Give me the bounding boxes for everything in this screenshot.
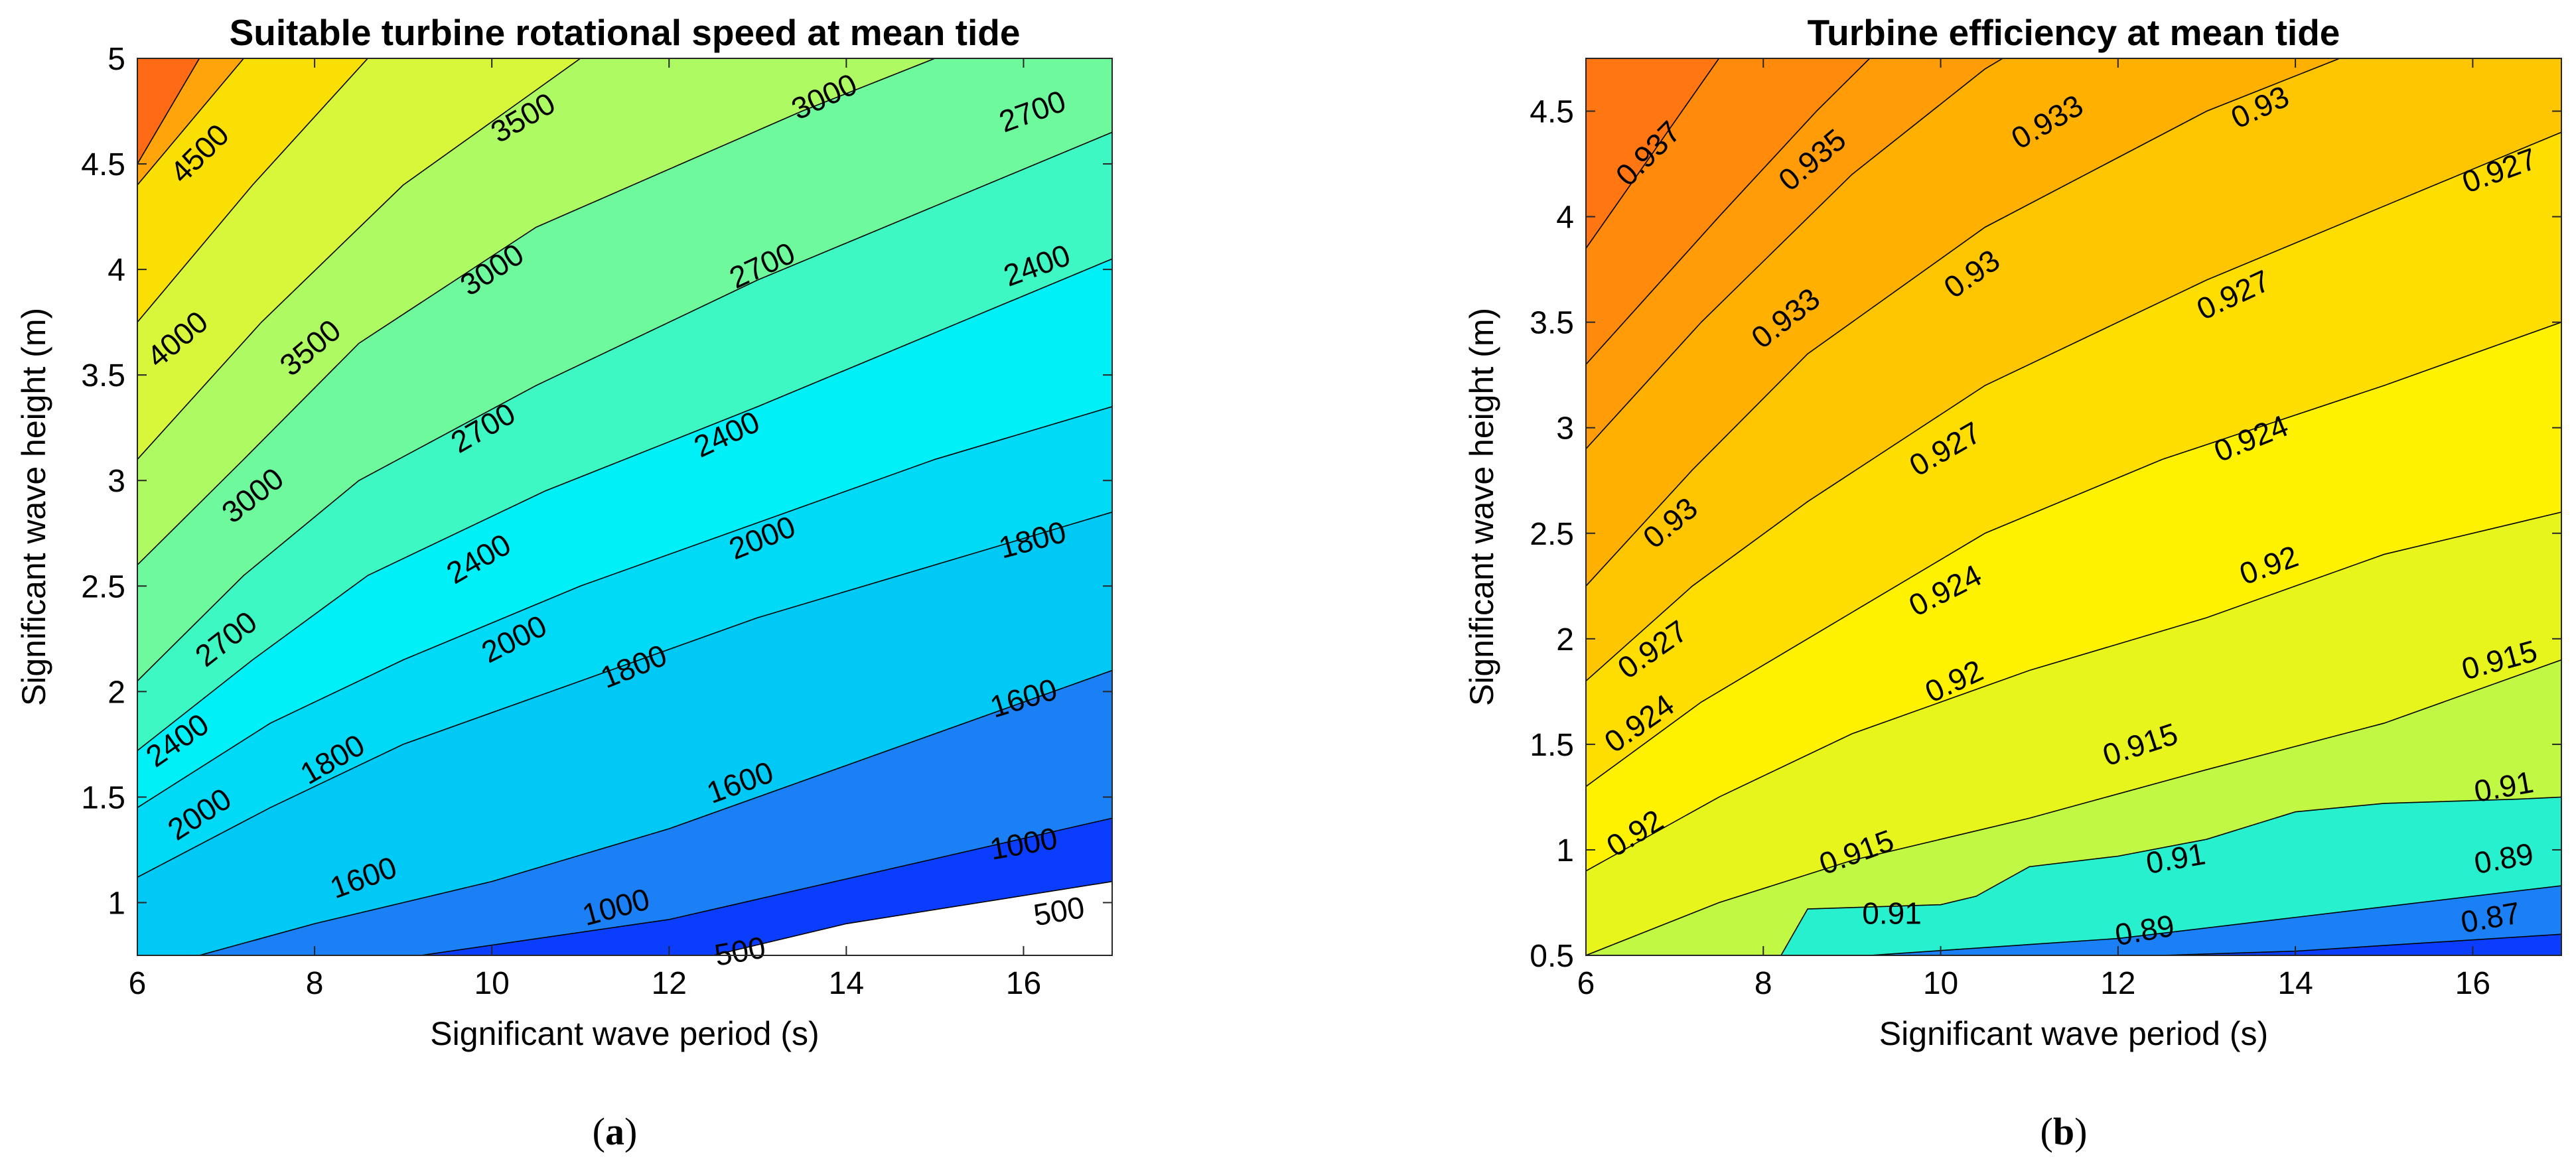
y-tick-label: 4 (107, 253, 125, 288)
contour-line (421, 817, 1112, 955)
x-tick-label: 16 (2455, 966, 2490, 1001)
x-tick-label: 6 (1577, 966, 1595, 1001)
y-tick-label: 4.5 (1530, 95, 1574, 130)
contour-band (1586, 58, 2561, 249)
y-tick-label: 1 (1556, 833, 1574, 868)
contour-line (1586, 512, 2561, 872)
y-tick-label: 4 (1556, 200, 1574, 236)
contour-line (137, 258, 1112, 752)
y-tick-label: 3 (107, 464, 125, 499)
x-tick-label: 8 (306, 966, 324, 1001)
y-tick-label: 2 (1556, 622, 1574, 657)
y-tick-label: 1 (107, 886, 125, 921)
x-tick-label: 16 (1006, 966, 1041, 1001)
panel-a-caption: (a) (593, 1110, 638, 1153)
y-tick-label: 5 (107, 42, 125, 77)
contour-line (137, 58, 936, 566)
panel-b-caption: (b) (2040, 1110, 2088, 1153)
y-tick-label: 2.5 (1530, 517, 1574, 552)
panel-a-contour-lines (137, 58, 1112, 955)
axes-frame (137, 58, 1113, 956)
y-tick-label: 3.5 (81, 358, 125, 393)
panel-b-caption-open: ( (2040, 1110, 2053, 1153)
x-tick-label: 8 (1754, 966, 1772, 1001)
panel-a-caption-letter: a (605, 1110, 624, 1153)
x-tick-label: 10 (474, 966, 509, 1001)
contour-line (137, 58, 368, 323)
axes-frame (1585, 58, 2562, 956)
y-tick-label: 1.5 (1530, 728, 1574, 763)
panel-b-axes: 6 8 10 12 14 16 0.5 1 1.5 2 2.5 3 3.5 4 4.5 (1530, 58, 2562, 1001)
contour-line (137, 58, 581, 460)
x-tick-label: 12 (652, 966, 687, 1001)
panel-b-caption-close: ) (2074, 1110, 2087, 1153)
contour-line (1869, 885, 2561, 955)
contour-band (1586, 58, 2561, 449)
y-tick-label: 3 (1556, 411, 1574, 447)
y-tick-label: 4.5 (81, 147, 125, 182)
contour-band (137, 58, 1112, 322)
contour-line (137, 406, 1112, 808)
contour-line (1586, 58, 2003, 450)
y-tick-label: 2 (107, 675, 125, 710)
panel-a-plot-area (137, 58, 1112, 955)
contour-line (199, 669, 1112, 955)
contour-label: 0.91 (1862, 896, 1922, 930)
contour-band (137, 58, 1112, 460)
panel-a-title: Suitable turbine rotational speed at mea… (230, 12, 1021, 53)
panel-a-axes: 6 8 10 12 14 16 1 1.5 2 2.5 3 3.5 4 4.5 5 (81, 42, 1113, 1001)
panel-a-x-axis-label: Significant wave period (s) (430, 1015, 819, 1052)
panel-b-plot-area (1586, 58, 2561, 955)
contour-line (713, 880, 1112, 955)
contour-line (1586, 58, 1871, 365)
panel-b-title: Turbine efficiency at mean tide (1808, 12, 2340, 53)
contour-line (1586, 321, 2561, 788)
contour-line (1586, 659, 2561, 955)
panel-a-caption-open: ( (593, 1110, 605, 1153)
x-tick-label: 6 (129, 966, 147, 1001)
panel-b-y-axis-label: Significant wave height (m) (1463, 308, 1500, 706)
panel-b-x-axis-label: Significant wave period (s) (1879, 1015, 2268, 1052)
panel-a-y-axis-label: Significant wave height (m) (15, 308, 52, 706)
contour-line (137, 512, 1112, 878)
y-tick-label: 2.5 (81, 569, 125, 604)
contour-line (1586, 131, 2561, 682)
y-tick-label: 0.5 (1530, 939, 1574, 974)
contour-line (1780, 796, 2561, 955)
panel-b-efficiency-contour: 0.937 0.9350.9330.9330.930.930.930.9270.9… (1463, 12, 2562, 1153)
x-tick-label: 10 (1923, 966, 1958, 1001)
panel-b-contour-lines (1586, 58, 2561, 955)
x-tick-label: 14 (829, 966, 864, 1001)
contour-line (1586, 58, 1720, 249)
contour-line (137, 58, 244, 186)
y-tick-label: 1.5 (81, 780, 125, 815)
y-tick-label: 3.5 (1530, 306, 1574, 341)
panel-a-caption-close: ) (624, 1110, 637, 1153)
contour-line (137, 58, 200, 165)
contour-line (1586, 58, 2340, 586)
contour-line (137, 131, 1112, 682)
panel-b-caption-letter: b (2053, 1110, 2074, 1153)
x-tick-label: 12 (2100, 966, 2135, 1001)
x-tick-label: 14 (2277, 966, 2313, 1001)
